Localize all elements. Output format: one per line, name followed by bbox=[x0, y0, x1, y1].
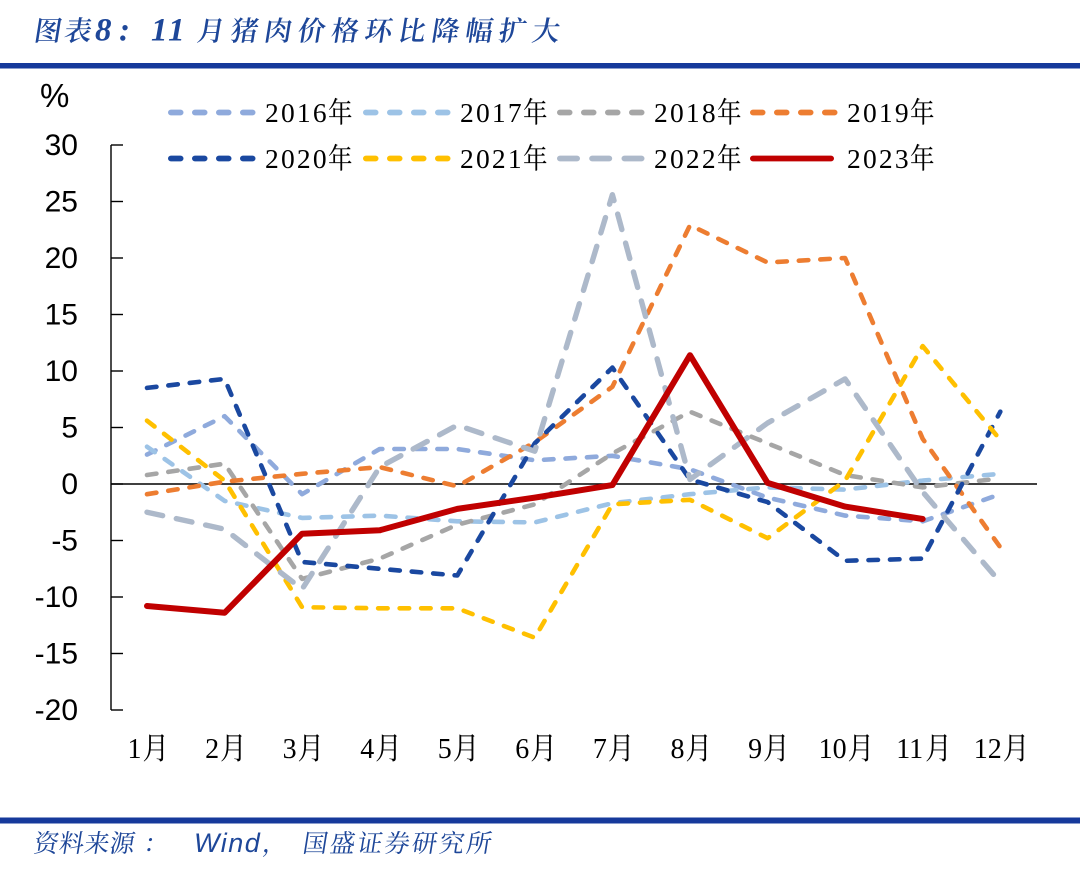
svg-text:7: 7 bbox=[593, 734, 607, 765]
svg-text:20: 20 bbox=[45, 242, 78, 275]
svg-text:2019: 2019 bbox=[847, 97, 911, 128]
svg-text:0: 0 bbox=[61, 468, 78, 501]
svg-text:Wind: Wind bbox=[194, 828, 261, 858]
svg-text:10: 10 bbox=[819, 734, 847, 765]
svg-text:-10: -10 bbox=[35, 581, 78, 614]
svg-text:6: 6 bbox=[515, 734, 529, 765]
svg-text:8: 8 bbox=[671, 734, 685, 765]
svg-text:25: 25 bbox=[45, 186, 78, 219]
svg-text:2020: 2020 bbox=[265, 143, 329, 174]
svg-text:9: 9 bbox=[748, 734, 762, 765]
svg-text:2023: 2023 bbox=[847, 143, 911, 174]
svg-text:5: 5 bbox=[61, 412, 78, 445]
svg-text:11: 11 bbox=[896, 734, 923, 765]
svg-text:2021: 2021 bbox=[460, 143, 524, 174]
svg-text:5: 5 bbox=[438, 734, 452, 765]
svg-text::: : bbox=[119, 13, 130, 49]
svg-text:11: 11 bbox=[151, 13, 187, 49]
svg-text:15: 15 bbox=[45, 299, 78, 332]
svg-text:30: 30 bbox=[45, 129, 78, 162]
svg-text:12: 12 bbox=[974, 734, 1002, 765]
svg-text:-5: -5 bbox=[51, 525, 78, 558]
svg-text:2: 2 bbox=[205, 734, 219, 765]
svg-text:2018: 2018 bbox=[654, 97, 718, 128]
svg-text:2022: 2022 bbox=[654, 143, 718, 174]
svg-text:2017: 2017 bbox=[460, 97, 524, 128]
svg-text:-20: -20 bbox=[35, 694, 78, 727]
svg-text:8: 8 bbox=[95, 13, 112, 49]
svg-text:3: 3 bbox=[283, 734, 297, 765]
svg-text:1: 1 bbox=[128, 734, 142, 765]
svg-text:10: 10 bbox=[45, 355, 78, 388]
svg-text:4: 4 bbox=[360, 734, 374, 765]
svg-text:-15: -15 bbox=[35, 638, 78, 671]
svg-text:%: % bbox=[40, 77, 69, 114]
svg-text:2016: 2016 bbox=[265, 97, 329, 128]
